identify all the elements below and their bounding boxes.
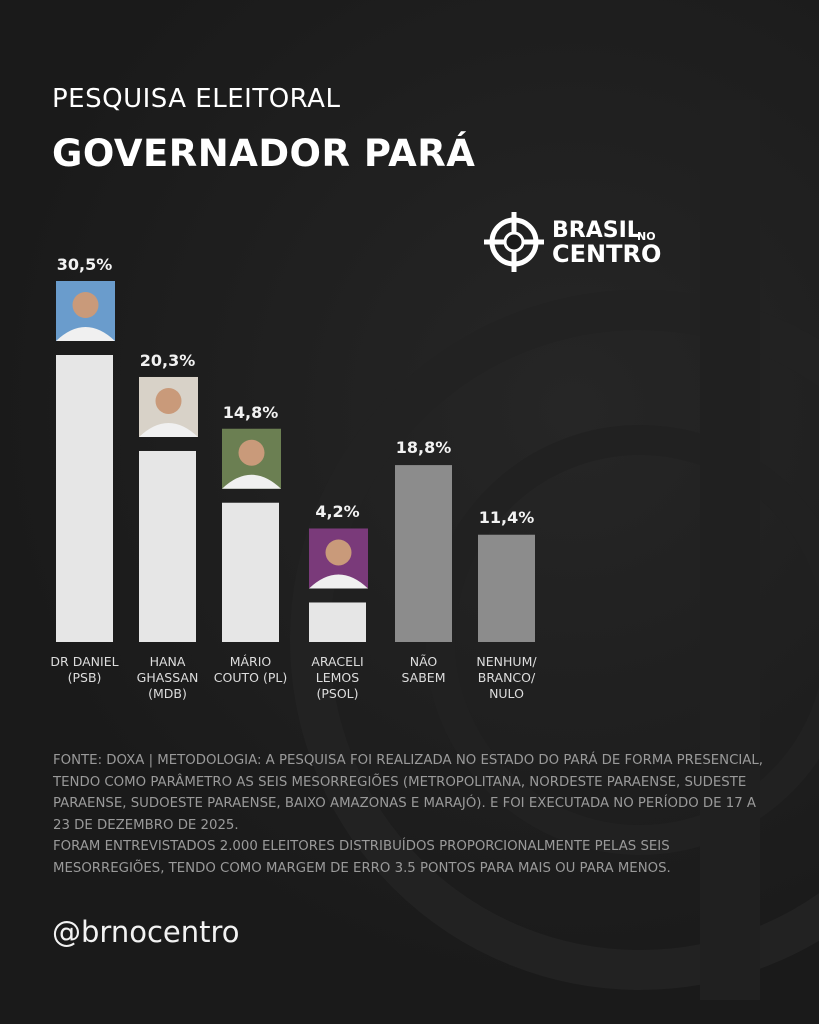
photo-body [139,422,198,437]
bar [478,534,535,642]
bar [222,502,279,642]
logo-text: BRASIL [552,218,641,243]
logo-text: CENTRO [552,240,662,268]
photo-head [72,292,99,318]
category-label: HANA GHASSAN (MDB) [136,654,199,701]
bar [56,355,113,642]
photo-body [222,474,281,489]
title: GOVERNADOR PARÁ [52,132,476,175]
logo-icon [484,212,544,272]
note-paragraph: FORAM ENTREVISTADOS 2.000 ELEITORES DIST… [53,839,671,876]
value-label: 18,8% [395,438,452,458]
category-label: ARACELI LEMOS (PSOL) [311,654,364,701]
photo-head [155,387,182,414]
category-label: NENHUM/ BRANCO/ NULO [476,654,537,701]
methodology-note: FONTE: DOXA | METODOLOGIA: A PESQUISA FO… [53,750,773,879]
bar [309,602,366,642]
value-label: 20,3% [139,350,196,370]
note-paragraph: FONTE: DOXA | METODOLOGIA: A PESQUISA FO… [53,753,764,833]
category-label: DR DANIEL (PSB) [50,654,119,685]
social-handle: @brnocentro [52,915,240,949]
value-label: 30,5% [56,255,113,274]
value-label: 11,4% [478,507,535,527]
value-label: 14,8% [222,402,279,422]
logo: BRASIL NO CENTRO [484,210,684,274]
photo-body [309,574,368,589]
category-label: NÃO SABEM [401,654,446,685]
photo-head [325,539,352,566]
category-label: MÁRIO COUTO (PL) [213,654,288,685]
bar [139,450,196,642]
photo-head [238,439,265,466]
bar [395,465,452,642]
subtitle: PESQUISA ELEITORAL [52,84,341,114]
logo-text: NO [637,230,656,243]
chart [56,281,535,642]
value-label: 4,2% [315,502,360,522]
photo-body [56,327,115,341]
